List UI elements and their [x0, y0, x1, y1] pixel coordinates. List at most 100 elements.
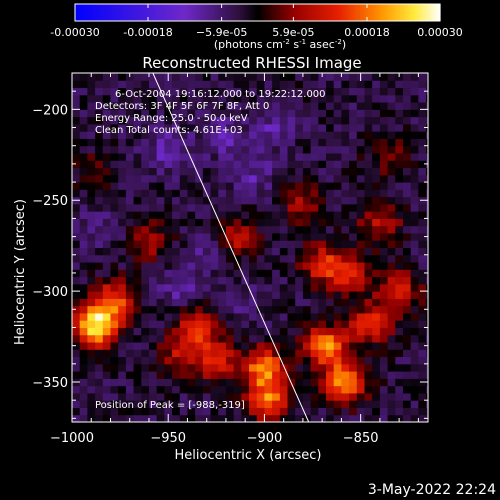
heatmap-cell — [125, 312, 135, 321]
heatmap-cell — [333, 363, 342, 372]
heatmap-cell — [164, 283, 173, 292]
heatmap-cell — [156, 218, 165, 227]
heatmap-cell — [110, 327, 119, 336]
heatmap-cell — [418, 80, 427, 89]
heatmap-cell — [326, 73, 335, 81]
heatmap-cell — [225, 269, 235, 278]
heatmap-cell — [395, 320, 404, 328]
heatmap-cell — [333, 174, 342, 183]
heatmap-cell — [418, 327, 427, 336]
heatmap-cell — [125, 232, 135, 241]
heatmap-cell — [326, 283, 335, 292]
heatmap-cell — [364, 102, 373, 110]
heatmap-cell — [141, 109, 150, 118]
heatmap-cell — [118, 189, 127, 198]
heatmap-cell — [364, 196, 373, 205]
heatmap-cell — [241, 138, 250, 147]
heatmap-cell — [402, 174, 412, 183]
heatmap-cell — [202, 152, 212, 161]
heatmap-cell — [156, 167, 165, 176]
heatmap-cell — [364, 312, 373, 321]
heatmap-cell — [133, 400, 142, 408]
heatmap-cell — [364, 305, 373, 314]
heatmap-cell — [272, 371, 281, 379]
colorbar-swatch — [175, 4, 179, 21]
heatmap-cell — [233, 276, 242, 285]
heatmap-cell — [410, 320, 419, 328]
heatmap-cell — [372, 94, 381, 103]
heatmap-cell — [341, 392, 350, 401]
heatmap-cell — [110, 116, 119, 125]
heatmap-cell — [310, 247, 319, 256]
heatmap-cell — [210, 334, 219, 343]
heatmap-cell — [218, 87, 227, 96]
heatmap-cell — [379, 400, 389, 408]
heatmap-cell — [326, 400, 335, 408]
heatmap-cell — [426, 189, 429, 198]
heatmap-cell — [133, 145, 142, 154]
colorbar-swatch — [390, 4, 394, 21]
heatmap-cell — [102, 320, 111, 328]
heatmap-cell — [179, 182, 188, 190]
heatmap-cell — [302, 138, 312, 147]
heatmap-cell — [102, 109, 111, 118]
heatmap-cell — [249, 247, 258, 256]
heatmap-cell — [202, 276, 212, 285]
heatmap-cell — [241, 145, 250, 154]
colorbar-swatch — [287, 4, 291, 21]
heatmap-cell — [418, 320, 427, 328]
heatmap-cell — [118, 174, 127, 183]
heatmap-cell — [118, 225, 127, 234]
heatmap-cell — [287, 392, 296, 401]
heatmap-cell — [195, 225, 204, 234]
heatmap-cell — [202, 298, 212, 307]
annotation-line: Detectors: 3F 4F 5F 6F 7F 8F, Att 0 — [95, 101, 269, 112]
heatmap-cell — [233, 102, 242, 110]
heatmap-cell — [164, 189, 173, 198]
heatmap-cell — [364, 94, 373, 103]
heatmap-cell — [302, 254, 312, 263]
heatmap-cell — [302, 94, 312, 103]
heatmap-cell — [272, 305, 281, 314]
heatmap-cell — [364, 203, 373, 212]
heatmap-cell — [95, 342, 104, 350]
heatmap-cell — [295, 291, 304, 299]
colorbar-swatch — [267, 4, 271, 21]
heatmap-cell — [379, 182, 389, 190]
heatmap-cell — [279, 269, 289, 278]
heatmap-cell — [426, 145, 429, 154]
heatmap-cell — [249, 269, 258, 278]
heatmap-cell — [402, 400, 412, 408]
heatmap-cell — [395, 232, 404, 241]
heatmap-cell — [218, 356, 227, 365]
heatmap-cell — [72, 87, 81, 96]
heatmap-cell — [402, 152, 412, 161]
heatmap-cell — [72, 327, 81, 336]
heatmap-cell — [372, 291, 381, 299]
heatmap-cell — [102, 123, 111, 132]
heatmap-cell — [310, 102, 319, 110]
heatmap-cell — [418, 334, 427, 343]
heatmap-cell — [410, 356, 419, 365]
heatmap-cell — [310, 269, 319, 278]
heatmap-cell — [364, 363, 373, 372]
heatmap-cell — [387, 225, 396, 234]
heatmap-cell — [310, 349, 319, 358]
heatmap-cell — [141, 174, 150, 183]
colorbar-unit-part: -2 — [335, 38, 342, 46]
heatmap-cell — [272, 247, 281, 256]
heatmap-cell — [179, 371, 188, 379]
heatmap-cell — [179, 131, 188, 139]
heatmap-cell — [410, 378, 419, 387]
heatmap-cell — [179, 145, 188, 154]
heatmap-cell — [364, 116, 373, 125]
heatmap-cell — [426, 262, 429, 270]
heatmap-cell — [179, 400, 188, 408]
heatmap-cell — [118, 80, 127, 89]
heatmap-cell — [195, 160, 204, 169]
heatmap-cell — [210, 269, 219, 278]
heatmap-cell — [326, 102, 335, 110]
heatmap-cell — [148, 189, 158, 198]
chart-title: Reconstructed RHESSI Image — [142, 54, 361, 72]
heatmap-cell — [318, 327, 327, 336]
